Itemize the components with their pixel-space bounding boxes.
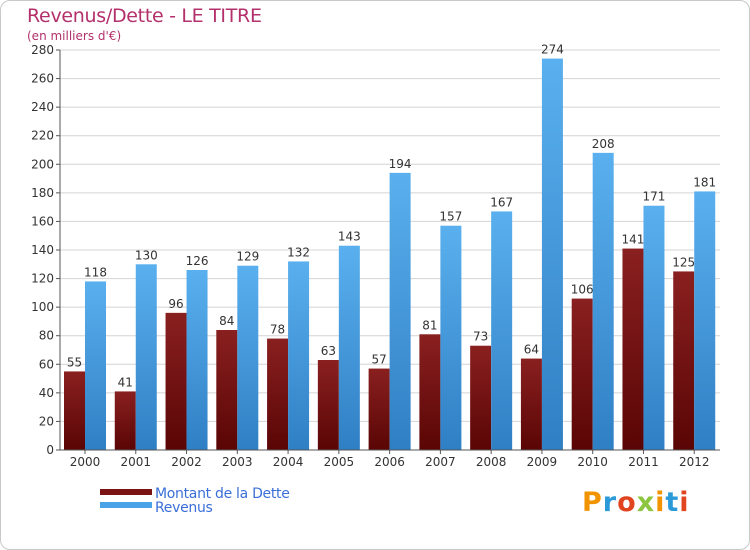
chart-subtitle: (en milliers d'€) (27, 29, 122, 43)
bars: 55 118 41 130 96 126 84 129 78 132 63 143 57 194 81 157… (64, 43, 716, 450)
bar-debt (571, 298, 593, 450)
y-tick-label: 140 (31, 243, 54, 257)
y-tick-label: 240 (31, 100, 54, 114)
legend-label-debt: Montant de la Dette (155, 486, 290, 502)
legend-swatch-debt (100, 489, 152, 495)
x-tick-label: 2003 (222, 455, 253, 469)
logo-letter: t (665, 487, 680, 518)
data-label: 125 (672, 255, 695, 269)
x-tick-label: 2004 (273, 455, 304, 469)
x-tick-label: 2011 (628, 455, 659, 469)
y-tick-label: 200 (31, 157, 54, 171)
bar-debt (114, 391, 136, 450)
data-label: 181 (693, 175, 716, 189)
bar-revenue (288, 261, 310, 450)
bar-revenue (541, 58, 563, 450)
legend-label-revenue: Revenus (155, 500, 213, 516)
bar-revenue (592, 152, 614, 450)
data-label: 41 (118, 375, 133, 389)
x-tick-label: 2006 (374, 455, 405, 469)
logo-letter: i (679, 487, 690, 518)
bar-debt (317, 360, 339, 450)
legend-swatch-revenue (100, 502, 152, 508)
data-label: 171 (643, 190, 666, 204)
x-tick-label: 2010 (577, 455, 608, 469)
y-tick-label: 120 (31, 272, 54, 286)
data-label: 84 (219, 314, 234, 328)
data-label: 167 (490, 195, 513, 209)
y-tick-label: 260 (31, 72, 54, 86)
proxiti-logo: Proxiti (582, 487, 690, 518)
bar-debt (267, 338, 289, 450)
bar-debt (622, 248, 644, 450)
y-tick-label: 220 (31, 129, 54, 143)
data-label: 96 (168, 297, 183, 311)
chart-title: Revenus/Dette - LE TITRE (27, 5, 262, 27)
bar-debt (368, 368, 390, 450)
data-label: 63 (321, 344, 336, 358)
bar-debt (673, 271, 695, 450)
data-label: 57 (371, 353, 386, 367)
data-label: 141 (622, 233, 645, 247)
x-tick-label: 2012 (679, 455, 710, 469)
bar-debt (470, 345, 492, 450)
bar-debt (520, 358, 542, 450)
x-tick-label: 2008 (476, 455, 507, 469)
bar-revenue (135, 264, 157, 450)
data-label: 55 (67, 355, 82, 369)
bar-debt (216, 330, 238, 450)
data-label: 274 (541, 43, 564, 57)
x-tick-label: 2001 (120, 455, 151, 469)
data-label: 73 (473, 330, 488, 344)
data-label: 143 (338, 230, 361, 244)
x-tick-label: 2007 (425, 455, 456, 469)
x-tick-label: 2005 (324, 455, 355, 469)
y-tick-label: 280 (31, 43, 54, 57)
logo-letter: o (617, 487, 637, 518)
bar-revenue (389, 172, 411, 450)
y-tick-label: 60 (39, 357, 54, 371)
data-label: 208 (592, 137, 615, 151)
data-label: 81 (422, 318, 437, 332)
bar-debt (64, 371, 85, 450)
y-tick-label: 180 (31, 186, 54, 200)
logo-letter: r (602, 487, 618, 518)
logo-letter: i (655, 487, 666, 518)
logo-letter: P (582, 487, 603, 518)
data-label: 118 (84, 265, 107, 279)
bar-revenue (85, 281, 106, 450)
x-tick-label: 2009 (527, 455, 558, 469)
data-label: 157 (439, 210, 462, 224)
bar-chart: 020406080100120140160180200220240260280 … (31, 43, 720, 469)
y-axis: 0 20 40 60 80 100 120 140 160 180 200 220 240 260 280 (31, 43, 61, 457)
y-tick-label: 80 (39, 329, 54, 343)
bar-revenue (440, 225, 462, 450)
data-label: 194 (389, 157, 412, 171)
y-tick-label: 40 (39, 386, 54, 400)
data-label: 64 (524, 343, 539, 357)
x-tick-label: 2000 (70, 455, 101, 469)
bar-debt (165, 312, 187, 450)
data-label: 78 (270, 323, 285, 337)
y-tick-label: 0 (46, 443, 54, 457)
x-axis: 2000 2001 2002 2003 2004 2005 2006 2007 2008 2009… (60, 449, 720, 469)
data-label: 129 (236, 250, 259, 264)
data-label: 132 (287, 245, 310, 259)
bar-revenue (338, 245, 360, 450)
bar-revenue (643, 205, 665, 450)
bar-revenue (694, 191, 716, 450)
data-label: 130 (135, 248, 158, 262)
x-tick-label: 2002 (171, 455, 202, 469)
y-tick-label: 20 (39, 414, 54, 428)
y-tick-label: 160 (31, 214, 54, 228)
logo-letter: x (636, 487, 656, 518)
bar-revenue (491, 211, 513, 450)
data-label: 106 (571, 283, 594, 297)
bar-debt (419, 334, 441, 450)
y-tick-label: 100 (31, 300, 54, 314)
bar-revenue (186, 270, 208, 450)
data-label: 126 (186, 254, 209, 268)
bar-revenue (237, 265, 259, 450)
